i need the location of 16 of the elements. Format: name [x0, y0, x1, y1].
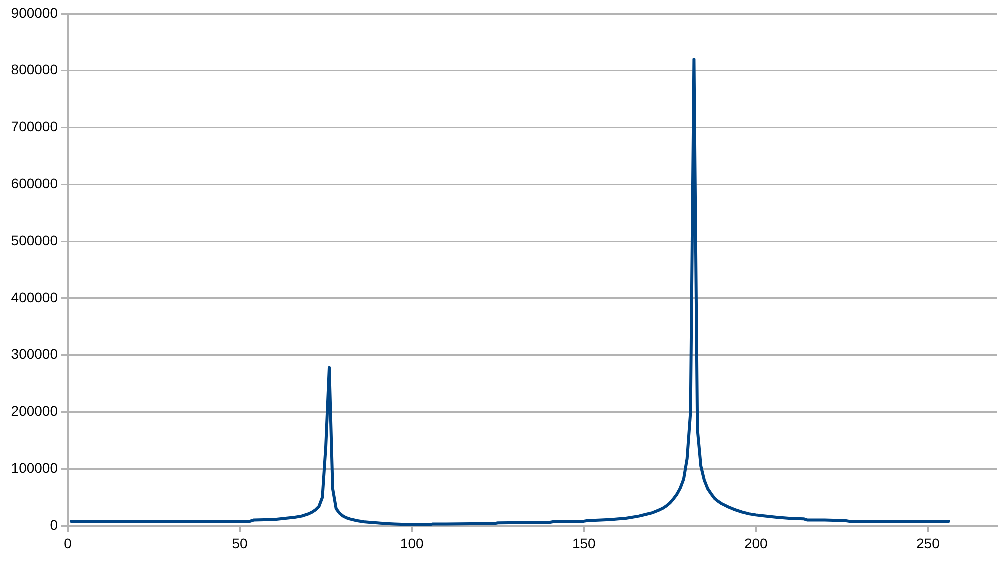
y-tick-label: 800000 [11, 62, 58, 78]
y-tick-label: 500000 [11, 232, 58, 248]
x-tick-label: 100 [400, 535, 424, 552]
y-tick-label: 300000 [11, 346, 58, 362]
x-tick-label: 200 [744, 535, 768, 552]
y-tick-label: 200000 [11, 403, 58, 420]
x-tick-label: 250 [916, 535, 940, 552]
y-tick-label: 0 [50, 516, 58, 533]
x-tick-label: 0 [64, 535, 72, 552]
y-tick-label: 400000 [11, 289, 58, 306]
x-tick-label: 150 [572, 535, 596, 552]
y-tick-label: 900000 [11, 4, 58, 21]
y-tick-label: 700000 [11, 118, 58, 135]
y-tick-label: 100000 [11, 460, 58, 476]
x-tick-label: 50 [232, 535, 248, 552]
y-tick-label: 600000 [11, 176, 58, 192]
